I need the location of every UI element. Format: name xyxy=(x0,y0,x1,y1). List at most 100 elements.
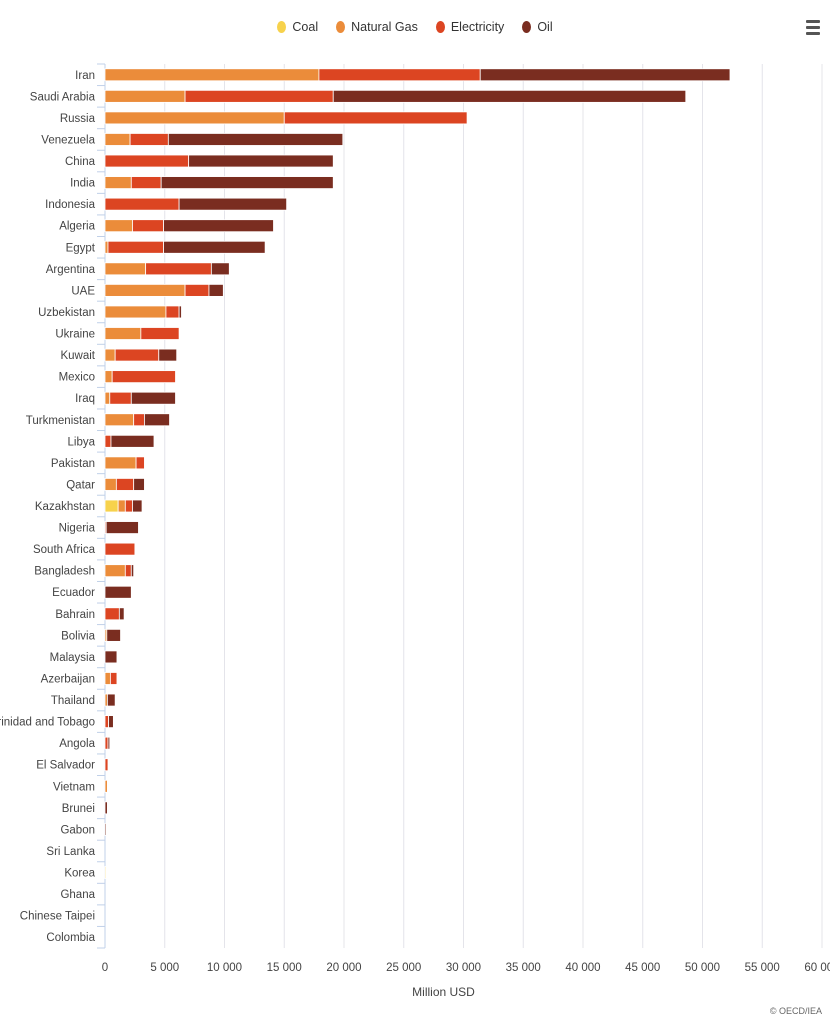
legend-marker xyxy=(336,21,346,33)
x-tick-label: 20 000 xyxy=(326,962,361,974)
category-label: Egypt xyxy=(66,242,96,254)
bar-electricity xyxy=(115,478,135,491)
bar-oil xyxy=(160,176,334,189)
menu-icon[interactable] xyxy=(806,20,820,36)
category-label: Colombia xyxy=(46,932,95,944)
category-label: Korea xyxy=(64,868,95,880)
x-tick-label: 0 xyxy=(102,962,108,974)
bar-oil xyxy=(130,391,176,405)
x-tick-label: 55 000 xyxy=(745,962,780,974)
x-tick-label: 15 000 xyxy=(267,962,302,974)
category-label: Turkmenistan xyxy=(26,415,95,427)
x-tick-label: 35 000 xyxy=(506,962,541,974)
category-label: Ukraine xyxy=(55,329,95,341)
bar-electricity xyxy=(111,370,176,384)
bar-natural-gas xyxy=(104,68,320,82)
legend: Coal Natural Gas Electricity Oil xyxy=(0,20,830,34)
category-label: Bangladesh xyxy=(34,566,95,578)
legend-item-electricity[interactable]: Electricity xyxy=(435,20,505,34)
x-tick-label: 45 000 xyxy=(625,962,660,974)
bar-electricity xyxy=(104,542,136,556)
bar-natural-gas xyxy=(104,413,135,427)
bar-oil xyxy=(104,650,118,664)
bar-oil xyxy=(106,693,116,707)
bar-electricity xyxy=(104,154,190,168)
bar-oil xyxy=(105,521,139,534)
bar-electricity xyxy=(104,736,109,750)
category-label: Qatar xyxy=(66,479,95,491)
category-label: Bolivia xyxy=(61,630,95,642)
category-label: Gabon xyxy=(60,824,95,836)
bar-natural-gas xyxy=(104,89,186,103)
legend-label: Natural Gas xyxy=(351,20,418,34)
category-label: Algeria xyxy=(59,221,95,233)
legend-label: Oil xyxy=(537,20,553,34)
bar-electricity xyxy=(135,456,145,470)
category-label: Ecuador xyxy=(52,587,95,599)
legend-marker xyxy=(435,21,445,33)
category-label: Iraq xyxy=(75,393,95,405)
bar-oil xyxy=(178,197,288,211)
bar-electricity xyxy=(104,197,180,211)
bar-natural-gas xyxy=(104,779,108,793)
bar-electricity xyxy=(129,133,169,146)
legend-item-coal[interactable]: Coal xyxy=(277,20,318,34)
bar-natural-gas xyxy=(104,370,113,384)
bar-natural-gas xyxy=(117,499,126,513)
bar-electricity xyxy=(104,434,112,448)
credit: © OECD/IEA xyxy=(769,1006,822,1016)
bar-natural-gas xyxy=(104,262,147,276)
bar-natural-gas xyxy=(104,283,186,297)
bar-natural-gas xyxy=(104,133,131,146)
category-label: Iran xyxy=(75,70,95,82)
bar-electricity xyxy=(283,111,468,125)
legend-label: Electricity xyxy=(450,20,505,34)
category-label: Argentina xyxy=(46,264,96,276)
bar-natural-gas xyxy=(104,219,133,233)
category-label: Nigeria xyxy=(59,523,96,535)
bar-natural-gas xyxy=(104,391,111,405)
bar-electricity xyxy=(132,219,164,233)
x-tick-label: 5 000 xyxy=(150,962,179,974)
x-tick-label: 40 000 xyxy=(565,962,600,974)
bar-oil xyxy=(110,434,155,448)
category-label: India xyxy=(70,178,96,190)
legend-label: Coal xyxy=(292,20,319,34)
bar-electricity xyxy=(109,672,118,685)
bar-oil xyxy=(208,283,224,297)
category-label: Angola xyxy=(59,738,95,750)
category-label: Russia xyxy=(60,113,96,125)
bar-natural-gas xyxy=(104,672,111,685)
bar-coal xyxy=(104,499,119,513)
bar-oil xyxy=(104,801,108,815)
category-label: Chinese Taipei xyxy=(20,911,95,923)
bar-electricity xyxy=(104,607,120,621)
bar-natural-gas xyxy=(104,348,116,362)
bar-oil xyxy=(210,262,230,276)
bar-electricity xyxy=(130,176,162,189)
category-label: Libya xyxy=(68,436,96,448)
category-label: Ghana xyxy=(60,889,95,901)
category-label: Indonesia xyxy=(45,199,95,211)
bar-coal xyxy=(104,866,107,879)
bar-natural-gas xyxy=(104,111,285,125)
bar-oil xyxy=(167,133,344,146)
bar-oil xyxy=(332,89,687,103)
bar-oil xyxy=(188,154,334,168)
legend-marker xyxy=(522,21,532,33)
bar-natural-gas xyxy=(104,305,167,319)
bar-electricity xyxy=(184,89,334,103)
bar-oil xyxy=(163,240,266,254)
legend-item-natural-gas[interactable]: Natural Gas xyxy=(336,20,418,34)
legend-item-oil[interactable]: Oil xyxy=(522,20,553,34)
bar-electricity xyxy=(184,283,210,297)
bar-oil xyxy=(479,68,731,82)
bar-electricity xyxy=(107,240,164,254)
category-label: Saudi Arabia xyxy=(30,91,96,103)
bar-oil xyxy=(104,823,107,836)
bar-electricity xyxy=(124,564,132,578)
bar-oil xyxy=(130,564,135,578)
legend-marker xyxy=(277,21,287,33)
bar-oil xyxy=(104,585,132,599)
